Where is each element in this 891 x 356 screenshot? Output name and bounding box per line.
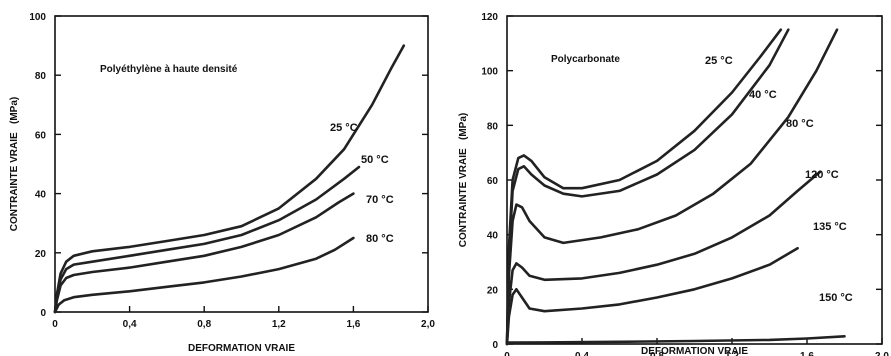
y-tick-label: 40: [487, 231, 499, 242]
series-line-150c: [505, 335, 846, 344]
series-label: 25 °C: [330, 122, 358, 134]
x-axis-title: DEFORMATION VRAIE: [641, 346, 748, 356]
y-tick-label: 20: [35, 249, 47, 260]
x-tick-label: 0: [504, 351, 510, 356]
x-tick-label: 1,2: [272, 319, 286, 330]
x-tick-label: 0,8: [650, 351, 664, 356]
series-label: 150 °C: [819, 292, 853, 304]
y-tick-label: 0: [492, 340, 498, 351]
series-line-70c: [53, 192, 355, 314]
series-line-25c: [505, 28, 783, 346]
series-label: 120 °C: [805, 169, 839, 181]
series-label: 50 °C: [361, 154, 389, 166]
y-tick-label: 100: [29, 12, 46, 23]
y-tick-label: 40: [35, 190, 47, 201]
x-tick-label: 0: [52, 319, 58, 330]
chart-pc: 0 0,4 0,8 1,2 1,6 2,0 0 20 40 60 80 100 120 DEFORMATI…: [458, 12, 889, 356]
x-tick-label: 2,0: [875, 351, 889, 356]
y-tick-label: 80: [35, 71, 47, 82]
x-axis-title: DEFORMATION VRAIE: [188, 343, 295, 354]
y-tick-label: 120: [481, 12, 498, 23]
series-line-135c: [505, 247, 799, 346]
series-label: 40 °C: [749, 89, 777, 101]
series-label: 25 °C: [705, 55, 733, 67]
x-tick-label: 1,6: [346, 319, 360, 330]
y-tick-label: 0: [40, 308, 46, 319]
y-tick-label: 100: [481, 67, 498, 78]
series-label: 135 °C: [813, 221, 847, 233]
x-tick-label: 1,2: [725, 351, 739, 356]
x-tick-label: 1,6: [800, 351, 814, 356]
series-label: 80 °C: [366, 233, 394, 245]
chart-title: Polycarbonate: [551, 54, 620, 65]
series-label: 80 °C: [786, 118, 814, 130]
series-line-80c: [53, 236, 355, 314]
y-axis-title: CONTRAINTE VRAIE (MPa): [9, 97, 20, 231]
series-line-120c: [505, 170, 822, 346]
y-axis-title: CONTRAINTE VRAIE (MPa): [458, 113, 469, 247]
y-tick-label: 60: [487, 176, 499, 187]
x-tick-label: 0,4: [575, 351, 589, 356]
chart-hdpe: 0 0,4 0,8 1,2 1,6 2,0 0 20 40 60 80 100 DEFORMATION …: [9, 12, 435, 354]
y-tick-label: 80: [487, 121, 499, 132]
chart-title: Polyéthylène à haute densité: [100, 64, 238, 75]
series-line-25c: [53, 44, 406, 314]
series-line-50c: [53, 165, 361, 314]
series-line-80c: [505, 28, 839, 346]
series-line-40c: [505, 28, 790, 346]
x-tick-label: 0,8: [197, 319, 211, 330]
x-tick-label: 0,4: [123, 319, 137, 330]
y-tick-label: 60: [35, 130, 47, 141]
plot-frame: [54, 15, 429, 313]
y-tick-label: 20: [487, 285, 499, 296]
series-label: 70 °C: [366, 194, 394, 206]
x-tick-label: 2,0: [421, 319, 435, 330]
